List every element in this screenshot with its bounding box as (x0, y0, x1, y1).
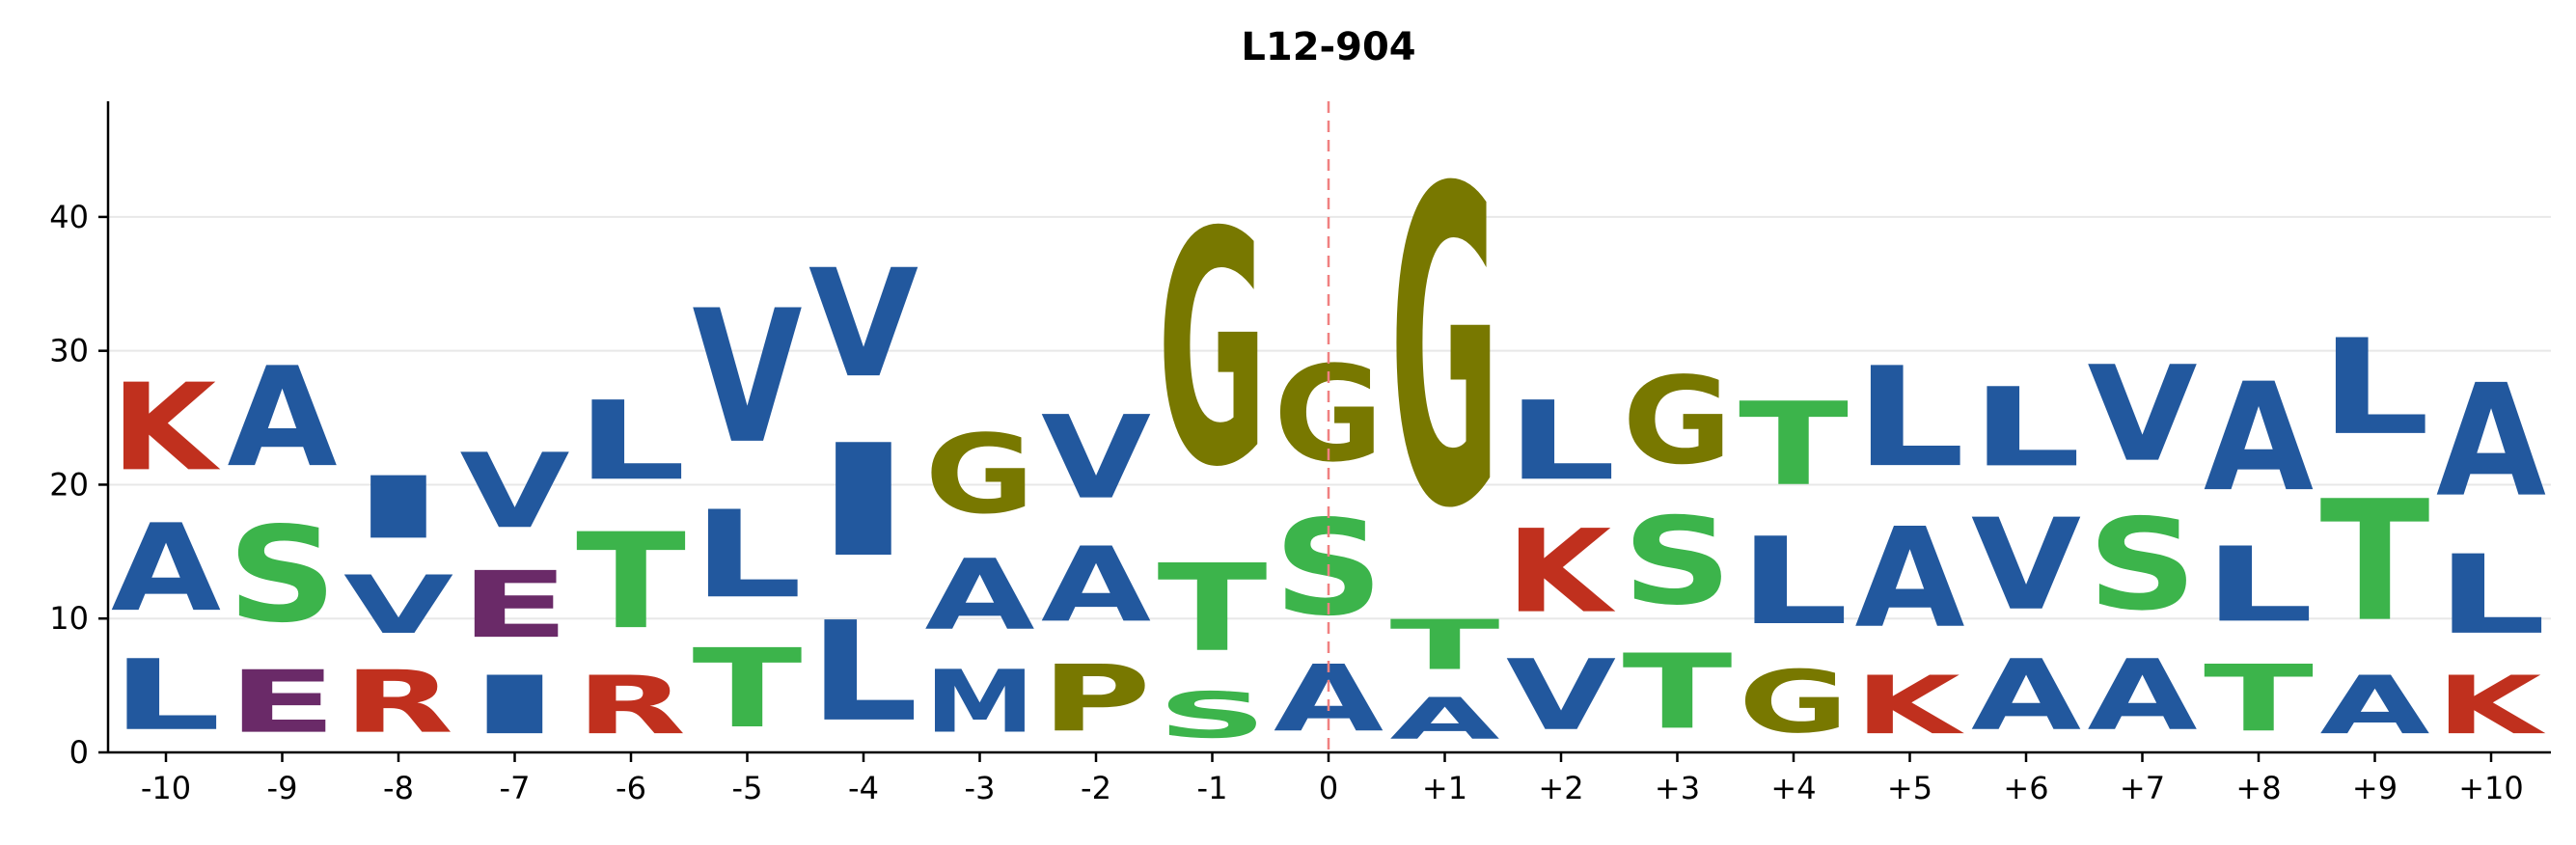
logo-letter-g: G (1739, 652, 1849, 752)
logo-letter-i: I (343, 458, 453, 558)
logo-letter-a: A (228, 339, 338, 498)
logo-letter-a: A (1041, 526, 1151, 645)
x-tick-label: 0 (1319, 770, 1338, 806)
logo-letter-a: A (2088, 639, 2198, 751)
x-tick-label: +2 (1538, 770, 1583, 806)
logo-letter-s: S (1158, 679, 1268, 752)
x-tick-label: +5 (1887, 770, 1932, 806)
logo-letter-s: S (2088, 492, 2198, 639)
logo-letter-v: V (1971, 492, 2081, 639)
logo-letter-e: E (227, 652, 337, 752)
logo-letter-l: L (693, 486, 803, 626)
logo-letter-l: L (2436, 532, 2546, 659)
grid-layer (108, 215, 2551, 620)
chart-title: L12-904 (1241, 25, 1415, 69)
y-tick-label: 10 (49, 600, 89, 637)
logo-letter-t: T (693, 626, 803, 752)
logo-letter-v: V (1506, 639, 1616, 751)
logo-letter-l: L (1855, 339, 1965, 499)
logo-letter-v: V (2088, 339, 2198, 492)
logo-letter-t: T (1390, 606, 1500, 686)
logo-letter-l: L (576, 378, 686, 504)
logo-letter-l: L (2204, 525, 2314, 645)
logo-letter-a: A (2320, 660, 2430, 753)
logo-letter-v: V (343, 559, 453, 653)
logo-letter-a: A (2204, 351, 2314, 525)
logo-letter-l: L (1739, 512, 1849, 652)
x-tick-label: -4 (848, 770, 879, 806)
x-tick-label: +8 (2235, 770, 2281, 806)
logo-letter-p: P (1041, 646, 1151, 752)
logo-letter-k: K (1506, 504, 1616, 639)
logo-letter-e: E (459, 553, 569, 659)
logo-letter-a: A (1855, 500, 1965, 659)
x-tick-label: -2 (1081, 770, 1111, 806)
x-tick-label: -1 (1197, 770, 1228, 806)
logo-letter-a: A (1390, 686, 1500, 752)
y-tick-label: 0 (69, 734, 89, 771)
logo-letter-t: T (1623, 633, 1733, 752)
logo-letter-a: A (1971, 639, 2081, 751)
logo-letter-t: T (2320, 465, 2430, 658)
x-tick-label: +4 (1770, 770, 1816, 806)
logo-letter-t: T (2204, 646, 2314, 752)
logo-letter-k: K (1855, 660, 1965, 752)
logo-letter-g: G (1158, 166, 1268, 538)
logo-letter-v: V (1041, 392, 1151, 525)
logo-letter-a: A (111, 499, 221, 639)
logo-letter-s: S (1623, 492, 1733, 632)
x-tick-label: -6 (616, 770, 646, 806)
y-tick-label: 40 (49, 199, 89, 235)
logo-letter-t: T (1158, 538, 1268, 678)
x-tick-label: -9 (267, 770, 298, 806)
x-tick-label: -7 (500, 770, 531, 806)
x-tick-label: -10 (141, 770, 191, 806)
logo-letter-g: G (1623, 352, 1733, 491)
logo-letter-l: L (2320, 311, 2430, 465)
x-tick-label: +7 (2120, 770, 2165, 806)
logo-letter-r: R (343, 652, 453, 751)
x-tick-label: +1 (1422, 770, 1467, 806)
logo-letter-v: V (693, 271, 803, 484)
x-tick-label: -3 (965, 770, 996, 806)
logo-letter-v: V (460, 432, 570, 552)
x-tick-label: +6 (2003, 770, 2048, 806)
logo-letter-i: I (460, 659, 570, 752)
logo-letter-v: V (808, 237, 918, 411)
y-tick-label: 30 (49, 333, 89, 369)
logo-letter-r: R (576, 660, 686, 752)
logo-letter-l: L (1506, 378, 1616, 504)
logo-letter-l: L (111, 640, 221, 752)
logo-letter-g: G (1390, 96, 1500, 604)
letters-layer: LAKESARVIIEVRTLTLVLIVMAGPAVSTGASGATGVKLT… (111, 96, 2546, 752)
x-tick-label: +10 (2458, 770, 2524, 806)
logo-letter-g: G (925, 412, 1035, 538)
x-tick-label: -8 (383, 770, 414, 806)
logo-letter-s: S (228, 499, 338, 652)
logo-letter-a: A (925, 538, 1035, 651)
logo-letter-t: T (576, 504, 686, 658)
logo-letter-a: A (2436, 352, 2546, 532)
logo-letter-m: M (925, 653, 1035, 752)
logo-letter-i: I (808, 411, 918, 591)
logo-letter-l: L (1971, 365, 2081, 491)
x-tick-label: -5 (732, 770, 763, 806)
logo-letter-k: K (111, 359, 220, 498)
logo-letter-t: T (1739, 379, 1849, 512)
logo-letter-k: K (2436, 660, 2546, 752)
x-tick-label: +9 (2352, 770, 2398, 806)
y-tick-label: 20 (49, 466, 89, 503)
logo-letter-l: L (808, 593, 918, 753)
x-tick-label: +3 (1655, 770, 1700, 806)
